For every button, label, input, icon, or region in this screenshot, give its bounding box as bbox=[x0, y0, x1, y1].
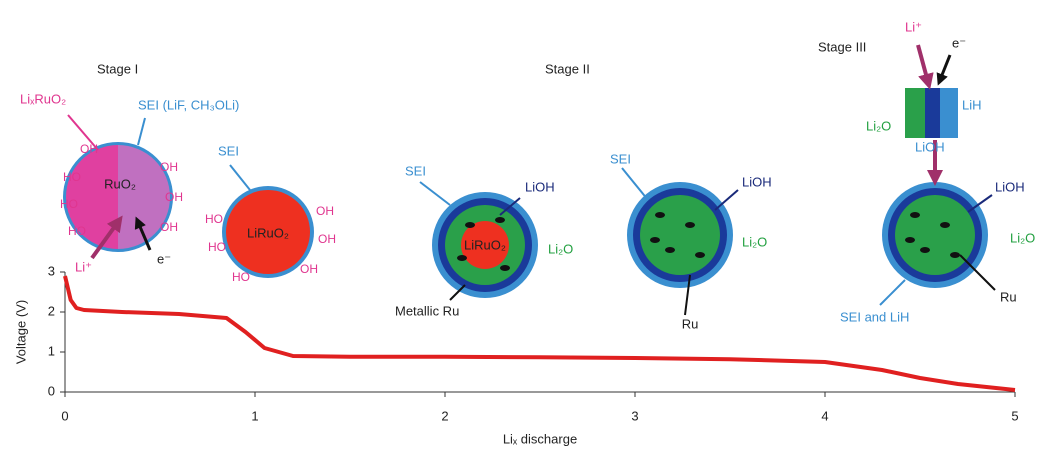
hydroxyl-label: OH bbox=[80, 142, 98, 156]
line bbox=[65, 276, 1015, 390]
label: SEI bbox=[610, 151, 631, 166]
figure: OH HO HO HO OH OH OH HO HO HO OH OH OH S… bbox=[0, 0, 1048, 451]
x-tick-label: 5 bbox=[1011, 408, 1018, 423]
leader bbox=[420, 182, 450, 205]
layer bbox=[905, 88, 925, 138]
label: Li⁺ bbox=[905, 19, 922, 34]
label: Li⁺ bbox=[75, 259, 92, 274]
stage-label: Stage III bbox=[818, 39, 866, 54]
hydroxyl-label: HO bbox=[208, 240, 226, 254]
hydroxyl-label: HO bbox=[68, 224, 86, 238]
label: SEI bbox=[405, 163, 426, 178]
y-axis-label: Voltage (V) bbox=[13, 300, 28, 364]
label: LiRuO₂ bbox=[464, 237, 506, 252]
arrow bbox=[918, 45, 928, 82]
label: e⁻ bbox=[952, 35, 966, 50]
hydroxyl-label: HO bbox=[232, 270, 250, 284]
x-tick-label: 3 bbox=[631, 408, 638, 423]
x-tick-label: 4 bbox=[821, 408, 828, 423]
y-tick-label: 2 bbox=[48, 303, 55, 318]
labels: Stage I Stage II Stage III LiₓRuO₂ SEI (… bbox=[20, 19, 1035, 331]
label: LiRuO₂ bbox=[247, 225, 289, 240]
hydroxyl-label: OH bbox=[318, 232, 336, 246]
leader bbox=[880, 280, 905, 305]
stage-label: Stage I bbox=[97, 61, 138, 76]
stage-label: Stage II bbox=[545, 61, 590, 76]
leader bbox=[230, 165, 250, 190]
leader bbox=[138, 118, 145, 145]
hydroxyl-label: OH bbox=[300, 262, 318, 276]
label: SEI (LiF, CH₃OLi) bbox=[138, 97, 239, 112]
label: Li₂O bbox=[548, 241, 573, 256]
layer bbox=[925, 88, 940, 138]
layer bbox=[940, 88, 958, 138]
label: SEI and LiH bbox=[840, 309, 909, 324]
label: Metallic Ru bbox=[395, 303, 459, 318]
label: RuO₂ bbox=[104, 176, 136, 191]
label: Ru bbox=[682, 316, 699, 331]
label: LiH bbox=[962, 97, 982, 112]
label: Li₂O bbox=[1010, 230, 1035, 245]
particle-fill bbox=[640, 195, 720, 275]
label: Li₂O bbox=[742, 234, 767, 249]
hydroxyl-label: OH bbox=[316, 204, 334, 218]
hydroxyl-label: HO bbox=[63, 170, 81, 184]
hydroxyl-label: OH bbox=[160, 220, 178, 234]
hydroxyl-label: HO bbox=[60, 197, 78, 211]
x-tick-label: 0 bbox=[61, 408, 68, 423]
label: Ru bbox=[1000, 289, 1017, 304]
arrow bbox=[940, 55, 950, 80]
y-tick-label: 1 bbox=[48, 343, 55, 358]
label: LiOH bbox=[742, 174, 772, 189]
y-tick-label: 0 bbox=[48, 383, 55, 398]
y-tick-label: 3 bbox=[48, 263, 55, 278]
label: LiOH bbox=[995, 179, 1025, 194]
label: SEI bbox=[218, 143, 239, 158]
label: LiOH bbox=[525, 179, 555, 194]
label: e⁻ bbox=[157, 251, 171, 266]
label: LiₓRuO₂ bbox=[20, 91, 66, 106]
particle-fill bbox=[895, 195, 975, 275]
x-axis-label: Liₓ discharge bbox=[503, 431, 577, 446]
label: LiOH bbox=[915, 139, 945, 154]
hydroxyl-label: OH bbox=[165, 190, 183, 204]
leader bbox=[622, 168, 648, 200]
label: Li₂O bbox=[866, 118, 891, 133]
x-tick-label: 2 bbox=[441, 408, 448, 423]
plot: Voltage (V) Liₓ discharge 0 1 2 3 0 1 2 3 4 5 bbox=[13, 263, 1018, 446]
hydroxyl-label: HO bbox=[205, 212, 223, 226]
hydroxyl-label: OH bbox=[160, 160, 178, 174]
x-tick-label: 1 bbox=[251, 408, 258, 423]
